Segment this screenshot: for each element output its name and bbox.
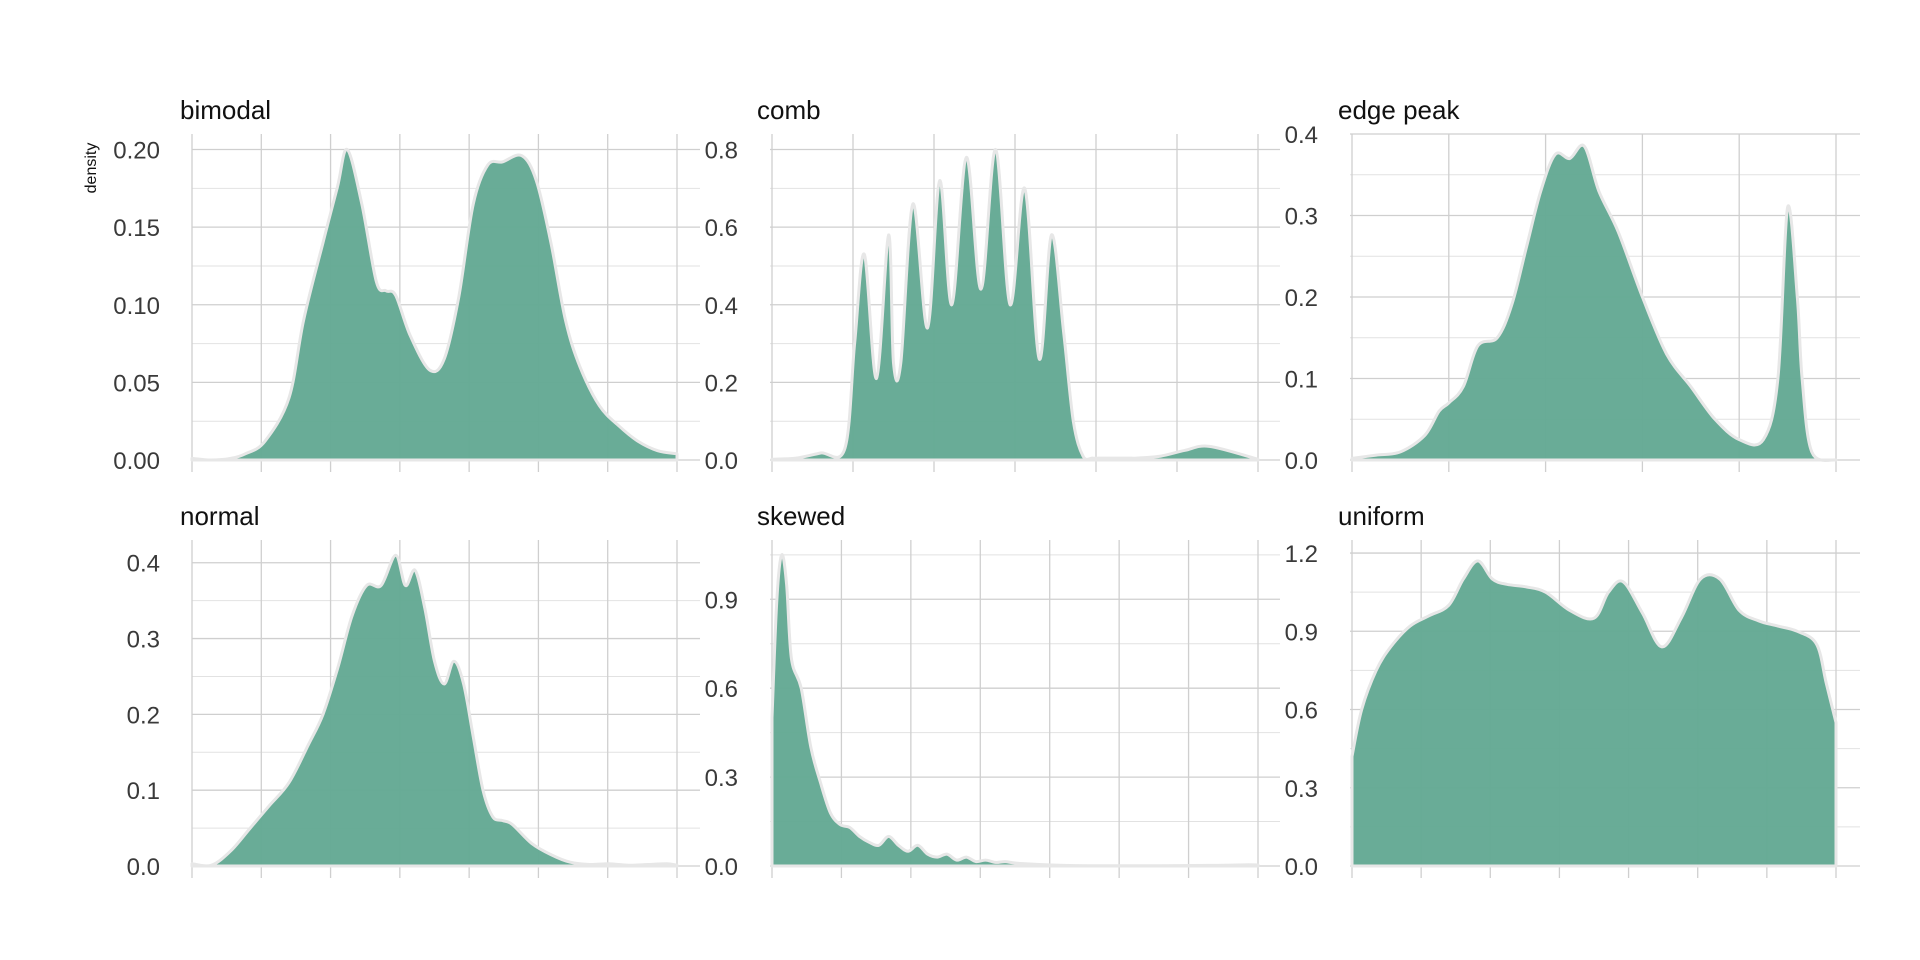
density-area	[190, 553, 679, 868]
y-tick-label: 0.4	[1285, 122, 1318, 149]
y-tick-label: 0.6	[705, 215, 738, 242]
panel-skewed: 0.0 0.3 0.6 0.9 skewed	[705, 501, 1280, 881]
y-tick-label: 0.0	[705, 448, 738, 475]
y-tick-label: 0.9	[1285, 619, 1318, 646]
y-tick-label: 0.10	[113, 293, 160, 320]
y-tick-label: 0.6	[705, 676, 738, 703]
y-tick-label: 0.0	[1285, 448, 1318, 475]
density-area	[190, 147, 679, 462]
panel-title: skewed	[757, 501, 845, 531]
y-tick-label: 0.00	[113, 448, 160, 475]
y-tick-label: 0.05	[113, 370, 160, 397]
density-area	[770, 147, 1260, 462]
density-area	[770, 553, 1260, 868]
y-tick-label: 0.2	[705, 370, 738, 397]
y-tick-label: 0.15	[113, 215, 160, 242]
panels: 0.000.050.100.150.20bimodal0.00.20.40.60…	[113, 95, 1860, 881]
panel-bimodal: 0.00 0.05 0.10 0.15 0.20 bimodal	[113, 95, 700, 475]
panel-normal: 0.0 0.1 0.2 0.3 0.4 normal	[127, 501, 700, 881]
panel-title: uniform	[1338, 501, 1425, 531]
y-tick-label: 0.4	[705, 293, 738, 320]
y-tick-label: 0.0	[705, 854, 738, 881]
panel-title: comb	[757, 95, 821, 125]
y-tick-label: 0.4	[127, 551, 160, 578]
y-tick-label: 0.3	[1285, 204, 1318, 231]
panel-uniform: 0.0 0.3 0.6 0.9 1.2 uniform	[1285, 501, 1860, 881]
y-axis-title: density	[83, 143, 100, 194]
y-tick-label: 0.3	[1285, 776, 1318, 803]
y-tick-label: 0.3	[705, 765, 738, 792]
y-tick-label: 0.2	[1285, 285, 1318, 312]
density-area	[1350, 559, 1838, 868]
panel-comb: 0.0 0.2 0.4 0.6 0.8 comb	[705, 95, 1280, 475]
y-tick-label: 0.0	[127, 854, 160, 881]
panel-title: bimodal	[180, 95, 271, 125]
y-tick-label: 0.3	[127, 627, 160, 654]
panel-title: normal	[180, 501, 259, 531]
y-tick-label: 1.2	[1285, 541, 1318, 568]
y-tick-label: 0.1	[127, 778, 160, 805]
panel-edge-peak: 0.0 0.1 0.2 0.3 0.4 edge peak	[1285, 95, 1860, 475]
y-tick-label: 0.8	[705, 138, 738, 165]
y-tick-label: 0.2	[127, 702, 160, 729]
y-tick-label: 0.1	[1285, 367, 1318, 394]
density-area	[1350, 143, 1838, 462]
panel-title: edge peak	[1338, 95, 1460, 125]
y-tick-label: 0.6	[1285, 698, 1318, 725]
y-tick-label: 0.20	[113, 138, 160, 165]
y-tick-label: 0.9	[705, 587, 738, 614]
y-tick-label: 0.0	[1285, 854, 1318, 881]
